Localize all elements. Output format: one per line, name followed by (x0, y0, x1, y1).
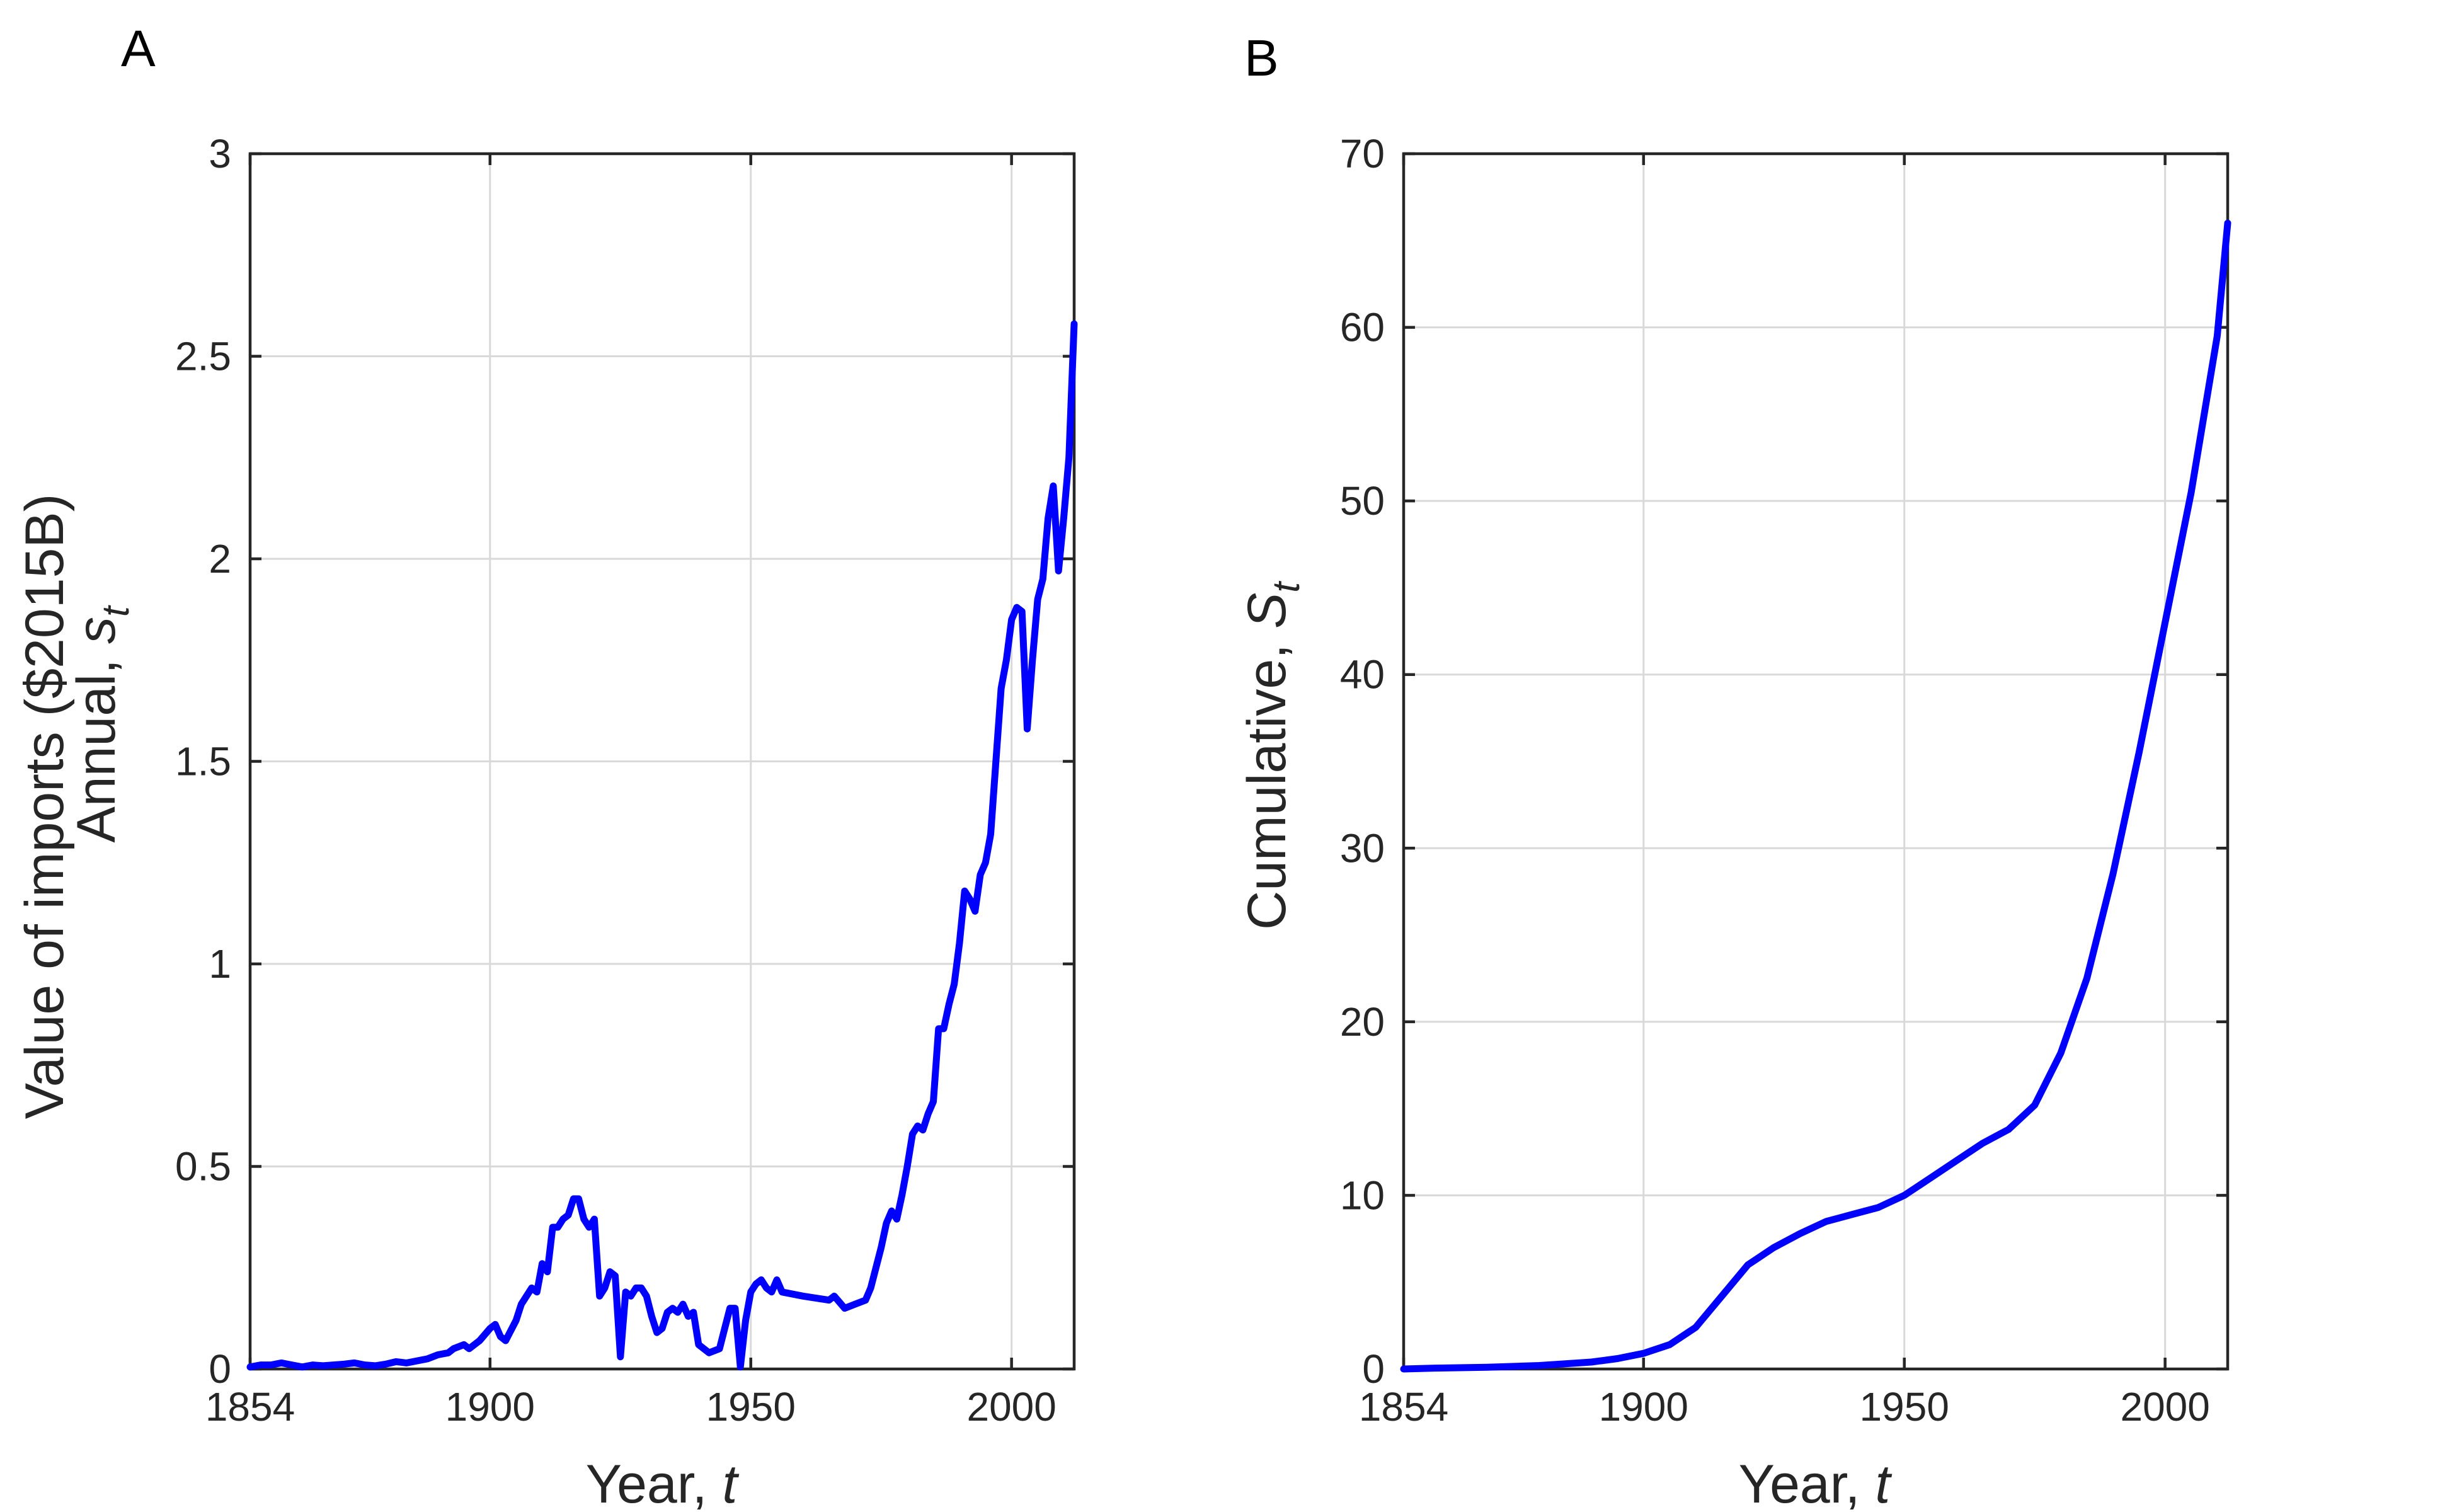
panel-b-series-line (1400, 219, 2231, 1373)
x-tick-label: 1950 (1860, 1384, 1949, 1429)
panel-b-ylabel: Cumulative, St (1237, 581, 1307, 930)
y-tick-label: 2 (209, 536, 231, 581)
y-tick-label: 0 (1362, 1346, 1385, 1392)
panel-b-letter: B (1244, 30, 1279, 87)
x-tick-label: 1854 (205, 1384, 295, 1429)
y-tick-label: 20 (1340, 999, 1385, 1045)
y-tick-label: 0.5 (175, 1144, 231, 1189)
panel-b-grid (1404, 154, 2228, 1369)
panel-b-chart: B 1854 1900 1950 2000 0 10 20 30 40 50 60 70 Year, … (1237, 30, 2231, 1512)
panel-b-axes-frame (1402, 152, 2230, 1371)
y-tick-label: 30 (1340, 825, 1385, 871)
y-tick-label: 50 (1340, 478, 1385, 524)
y-tick-label: 1 (209, 941, 231, 987)
panel-a-ylabel-line1: Value of imports ($2015B) (14, 494, 75, 1120)
panel-a-ticks: 1854 1900 1950 2000 0 0.5 1 1.5 2 2.5 3 (175, 131, 1074, 1429)
y-tick-label: 10 (1340, 1172, 1385, 1218)
panel-b-series (1400, 219, 2231, 1373)
y-tick-label: 2.5 (175, 334, 231, 379)
x-tick-label: 2000 (2120, 1384, 2209, 1429)
y-tick-label: 0 (209, 1346, 231, 1392)
panel-a-series-line (246, 320, 1078, 1371)
panel-a-letter: A (121, 20, 156, 77)
x-tick-label: 2000 (966, 1384, 1056, 1429)
y-tick-label: 40 (1340, 652, 1385, 697)
x-tick-label: 1900 (445, 1384, 535, 1429)
panel-a-grid (250, 154, 1074, 1369)
y-tick-label: 60 (1340, 305, 1385, 350)
y-tick-label: 1.5 (175, 739, 231, 784)
x-tick-label: 1950 (706, 1384, 796, 1429)
y-tick-label: 3 (209, 131, 231, 176)
x-tick-label: 1854 (1359, 1384, 1448, 1429)
panel-b-ticks: 1854 1900 1950 2000 0 10 20 30 40 50 60 70 (1340, 131, 2228, 1429)
panel-b-xlabel: Year, t (1739, 1454, 1893, 1512)
y-tick-label: 70 (1340, 131, 1385, 176)
panel-a-series (246, 320, 1078, 1371)
panel-a-ylabel-line2: Annual, st (66, 605, 137, 843)
panel-a-xlabel: Year, t (586, 1454, 740, 1512)
x-tick-label: 1900 (1599, 1384, 1688, 1429)
